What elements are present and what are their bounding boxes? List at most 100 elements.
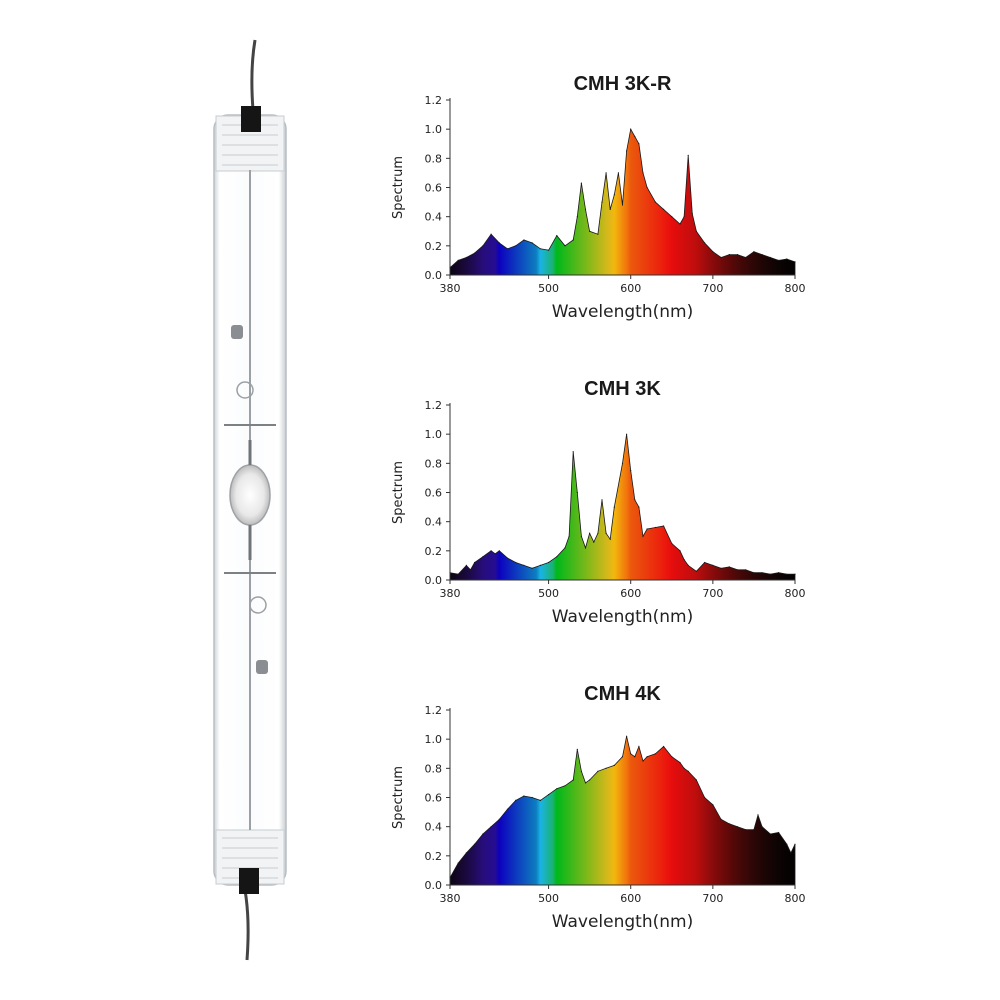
spectrum-point bbox=[457, 573, 459, 575]
spectrum-point bbox=[695, 570, 697, 572]
spectrum-point bbox=[605, 767, 607, 769]
spectrum-point bbox=[769, 256, 771, 259]
spectrum-point bbox=[621, 462, 624, 464]
spectrum-point bbox=[683, 767, 685, 769]
x-tick-label: 600 bbox=[620, 892, 641, 905]
y-tick-label: 1.0 bbox=[425, 733, 443, 746]
x-tick-label: 700 bbox=[702, 282, 723, 295]
spectrum-point bbox=[490, 826, 492, 828]
spectrum-point bbox=[769, 573, 771, 575]
spectrum-point bbox=[626, 433, 628, 435]
spectrum-point bbox=[548, 249, 550, 251]
spectrum-point bbox=[576, 216, 578, 218]
spectrum-point bbox=[621, 756, 624, 758]
y-tick-label: 0.0 bbox=[425, 879, 443, 892]
spectrum-point bbox=[539, 248, 541, 250]
spectrum-point bbox=[564, 785, 566, 787]
spectrum-point bbox=[498, 818, 500, 820]
spectrum-point bbox=[539, 564, 541, 566]
spectrum-point bbox=[613, 506, 615, 508]
x-tick-label: 380 bbox=[440, 282, 461, 295]
spectrum-point bbox=[626, 150, 628, 152]
x-axis-label: Wavelength(nm) bbox=[552, 607, 693, 627]
y-tick-label: 1.0 bbox=[425, 123, 443, 136]
spectrum-point bbox=[531, 567, 533, 569]
y-axis-label: Spectrum bbox=[391, 766, 406, 829]
spectrum-point bbox=[626, 735, 628, 737]
spectrum-point bbox=[490, 550, 492, 552]
spectrum-point bbox=[584, 208, 587, 210]
spectrum-point bbox=[712, 251, 714, 253]
spectrum-point bbox=[474, 843, 476, 845]
spectrum-point bbox=[745, 569, 747, 571]
spectrum-point bbox=[589, 532, 591, 534]
y-tick-label: 0.8 bbox=[425, 457, 443, 470]
y-tick-label: 1.2 bbox=[425, 94, 443, 107]
x-tick-label: 700 bbox=[702, 587, 723, 600]
spectrum-chart-4k: CMH 4K 0.0 0.2 0.4 0.6 0.8 1.0 1.2 380 500 600 700 8… bbox=[370, 680, 830, 1000]
spectrum-point bbox=[584, 782, 587, 784]
x-tick-label: 600 bbox=[620, 587, 641, 600]
spectrum-point bbox=[597, 532, 599, 534]
spectrum-point bbox=[695, 779, 697, 781]
x-tick-label: 700 bbox=[702, 892, 723, 905]
spectrum-point bbox=[720, 818, 722, 820]
chart-title: CMH 3K-R bbox=[574, 73, 672, 95]
spectrum-point bbox=[757, 814, 759, 816]
spectrum-point bbox=[609, 208, 611, 210]
spectrum-point bbox=[548, 561, 550, 564]
spectrum-point bbox=[523, 564, 525, 566]
spectrum-point bbox=[498, 550, 500, 552]
spectrum-point bbox=[548, 794, 550, 796]
spectrum-point bbox=[465, 564, 467, 566]
spectrum-point bbox=[498, 242, 500, 244]
x-tick-label: 380 bbox=[440, 892, 461, 905]
spectrum-point bbox=[638, 745, 640, 748]
spectrum-point bbox=[683, 559, 685, 561]
spectrum-point bbox=[642, 172, 644, 174]
spectrum-point bbox=[646, 186, 648, 189]
spectrum-point bbox=[679, 223, 681, 225]
spectrum-point bbox=[794, 573, 796, 575]
y-tick-label: 0.8 bbox=[425, 152, 443, 165]
spectrum-point bbox=[663, 525, 665, 527]
spectrum-point bbox=[704, 796, 706, 799]
spectrum-point bbox=[687, 564, 689, 566]
spectrum-point bbox=[576, 748, 578, 750]
spectrum-point bbox=[531, 796, 533, 799]
spectrum-point bbox=[794, 843, 796, 845]
spectrum-point bbox=[576, 491, 578, 494]
spectrum-point bbox=[683, 216, 685, 218]
y-tick-label: 0.6 bbox=[425, 792, 443, 805]
x-tick-label: 500 bbox=[538, 892, 559, 905]
y-tick-label: 0.0 bbox=[425, 574, 443, 587]
spectrum-point bbox=[654, 753, 656, 755]
spectrum-point bbox=[638, 143, 640, 145]
spectrum-point bbox=[482, 556, 484, 558]
spectrum-point bbox=[646, 528, 648, 530]
spectrum-point bbox=[613, 194, 615, 196]
spectrum-point bbox=[474, 252, 476, 254]
x-tick-label: 800 bbox=[785, 282, 806, 295]
spectrum-point bbox=[589, 779, 591, 781]
spectrum-point bbox=[736, 569, 739, 571]
spectrum-point bbox=[556, 788, 558, 790]
spectrum-point bbox=[679, 761, 681, 764]
spectrum-point bbox=[457, 259, 459, 261]
spectrum-point bbox=[736, 826, 739, 828]
spectrum-point bbox=[761, 826, 763, 828]
spectrum-point bbox=[634, 756, 636, 758]
spectrum-point bbox=[580, 770, 582, 772]
spectrum-point bbox=[761, 254, 763, 256]
spectrum-point bbox=[671, 216, 673, 218]
y-tick-label: 1.2 bbox=[425, 704, 443, 717]
spectrum-point bbox=[584, 547, 587, 549]
spectrum-point bbox=[621, 204, 624, 206]
spectrum-point bbox=[515, 561, 517, 564]
spectrum-point bbox=[712, 564, 714, 566]
spectrum-point bbox=[786, 843, 788, 845]
y-tick-label: 0.2 bbox=[425, 850, 443, 863]
spectrum-point bbox=[568, 535, 570, 537]
x-tick-label: 800 bbox=[785, 892, 806, 905]
spectrum-chart-3k: CMH 3K 0.0 0.2 0.4 0.6 0.8 1.0 1.2 380 500 600 700 8… bbox=[370, 375, 830, 695]
